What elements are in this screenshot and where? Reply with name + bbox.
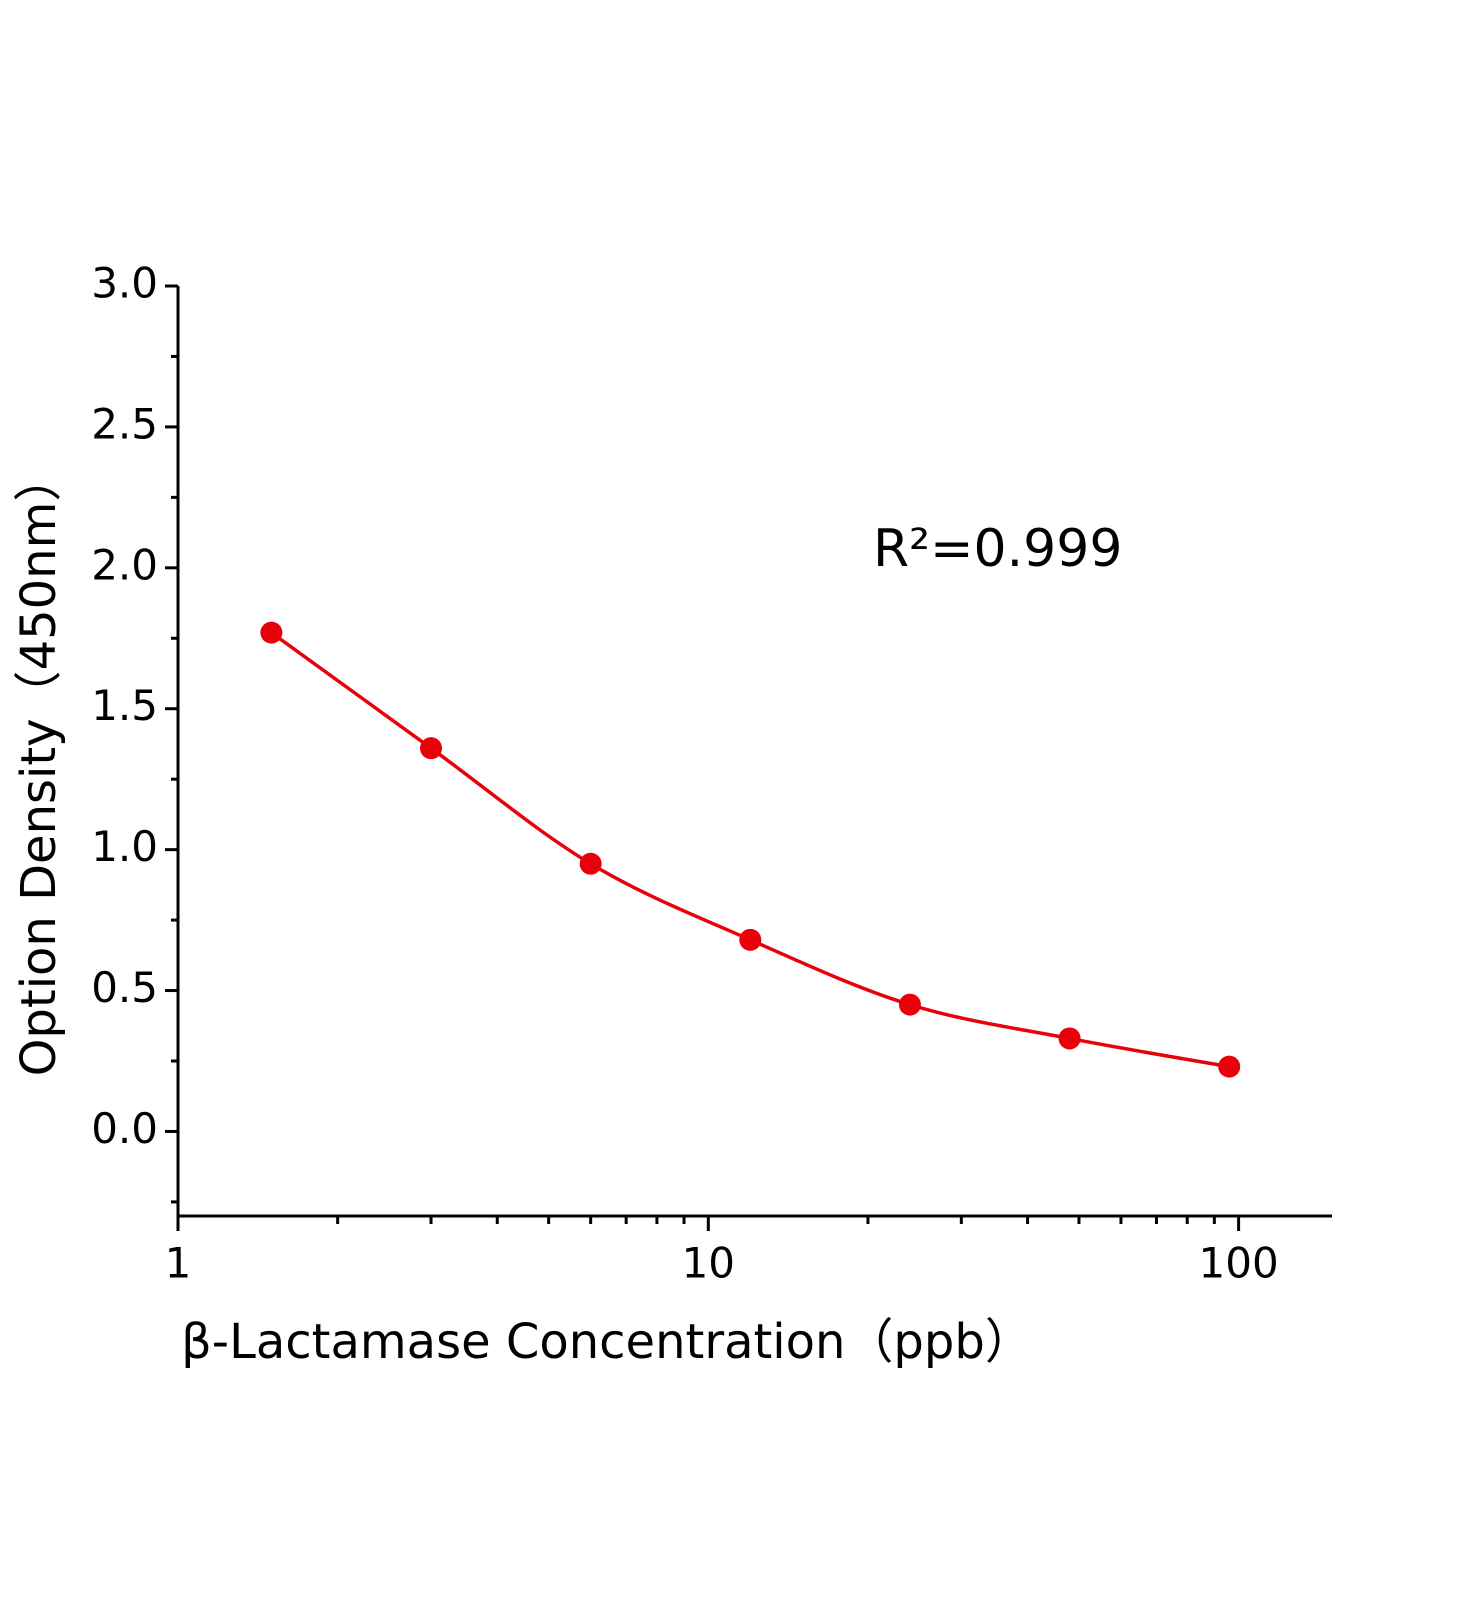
x-tick-label: 10 xyxy=(682,1239,735,1288)
point xyxy=(420,737,443,760)
y-tick-label: 2.0 xyxy=(91,540,158,589)
point xyxy=(260,621,283,644)
y-tick-label: 0.0 xyxy=(91,1104,158,1153)
y-axis-title: Option Density（450nm） xyxy=(11,454,67,1077)
y-tick-label: 1.5 xyxy=(91,681,158,730)
y-tick-label: 2.5 xyxy=(91,399,158,448)
x-axis-title: β-Lactamase Concentration（ppb） xyxy=(181,1314,1033,1370)
y-tick-label: 1.0 xyxy=(91,822,158,871)
y-tick-label: 0.5 xyxy=(91,963,158,1012)
point xyxy=(1058,1027,1081,1050)
point xyxy=(579,852,602,875)
point xyxy=(1218,1055,1241,1078)
y-tick-label: 3.0 xyxy=(91,259,158,308)
annotation: R²=0.999 xyxy=(873,519,1122,579)
point xyxy=(898,993,921,1016)
point xyxy=(739,928,762,951)
x-tick-label: 100 xyxy=(1199,1239,1279,1288)
fit-curve xyxy=(270,631,1230,1069)
x-tick-label: 1 xyxy=(165,1239,192,1288)
